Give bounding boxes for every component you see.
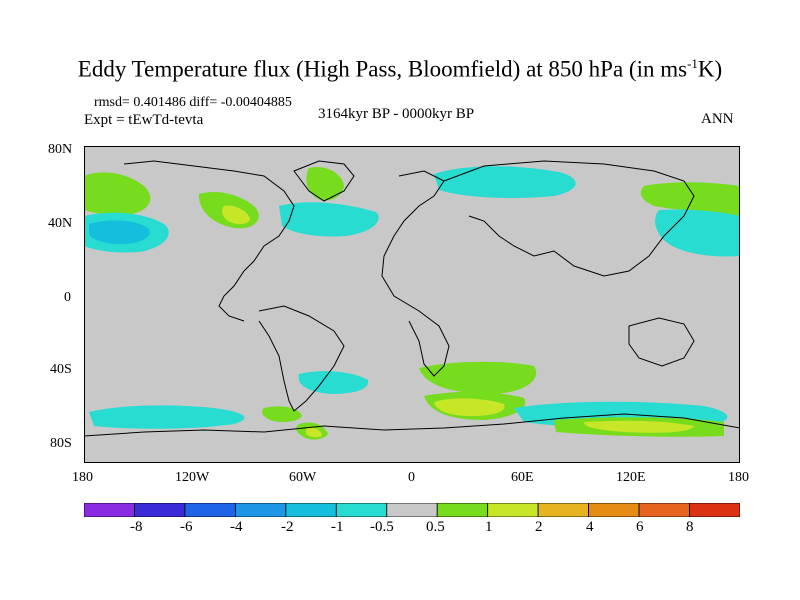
colorbar-label-4: 4: [586, 519, 594, 535]
x-tick-120w: 120W: [175, 470, 210, 485]
colorbar-segment: [537, 503, 590, 517]
x-tick-60w: 60W: [289, 470, 317, 485]
y-tick-0: 0: [64, 290, 71, 305]
coastlines: [84, 160, 740, 437]
antarctic-yellow-region: [584, 420, 694, 433]
north-atlantic-negative-region: [279, 202, 379, 237]
colorbar-label-0-5: 0.5: [426, 519, 445, 535]
colorbar-segment: [335, 503, 388, 517]
greenland-coast: [293, 160, 355, 202]
colorbar-label-minus0-5: -0.5: [370, 519, 394, 535]
y-tick-80s: 80S: [50, 436, 72, 451]
south-america-negative-region: [298, 371, 369, 394]
colorbar-label-minus6: -6: [180, 519, 193, 535]
eurasia-negative-region: [434, 166, 576, 198]
northwest-pacific-positive-region: [640, 182, 740, 216]
colorbar-segment: [84, 503, 135, 517]
northwest-pacific-negative-region: [655, 209, 740, 257]
colorbar-label-1: 1: [485, 519, 493, 535]
colorbar: [84, 503, 740, 517]
colorbar-segment: [689, 503, 740, 517]
season-label: ANN: [701, 111, 734, 127]
europe-africa-coast: [381, 170, 450, 377]
south-atlantic-positive-region: [419, 361, 537, 394]
southeast-pacific-positive-region: [262, 406, 302, 423]
colorbar-label-minus2: -2: [281, 519, 294, 535]
greenland-positive-region: [306, 166, 344, 201]
colorbar-label-8: 8: [686, 519, 694, 535]
y-tick-80n: 80N: [48, 142, 73, 157]
title-end: K): [697, 56, 723, 82]
map-frame: [84, 146, 740, 463]
period-label: 3164kyr BP - 0000kyr BP: [318, 106, 475, 122]
colorbar-label-2: 2: [535, 519, 543, 535]
southeast-pacific-negative-region: [89, 405, 245, 429]
colorbar-segment: [234, 503, 287, 517]
colorbar-label-minus1: -1: [331, 519, 344, 535]
x-tick-0: 0: [408, 470, 415, 485]
title-main: Eddy Temperature flux (High Pass, Bloomf…: [77, 56, 688, 82]
antarctica-coast: [84, 413, 740, 437]
colorbar-segment: [638, 503, 690, 517]
experiment-label: Expt = tEwTd-tevta: [84, 112, 204, 128]
north-pacific-positive-region: [84, 172, 151, 215]
colorbar-segment: [436, 503, 489, 517]
southern-ocean-yellow-region: [434, 398, 505, 416]
ross-sea-yellow-region: [306, 427, 322, 438]
colorbar-segment: [487, 503, 539, 517]
chart-title: Eddy Temperature flux (High Pass, Bloomf…: [0, 56, 800, 83]
x-tick-120e: 120E: [616, 470, 646, 485]
north-america-yellow-region: [222, 205, 250, 225]
stats-label: rmsd= 0.401486 diff= -0.00404885: [94, 95, 292, 110]
x-tick-60e: 60E: [511, 470, 534, 485]
title-exponent: -1: [687, 56, 698, 71]
anomaly-contours: [84, 166, 740, 440]
colorbar-segment: [588, 503, 640, 517]
y-tick-40n: 40N: [48, 216, 73, 231]
colorbar-segment: [184, 503, 236, 517]
map-panel: [84, 146, 740, 463]
asia-coast: [443, 160, 695, 277]
colorbar-segment: [134, 503, 186, 517]
colorbar-segment: [386, 503, 438, 517]
colorbar-label-minus4: -4: [230, 519, 243, 535]
colorbar-label-minus8: -8: [130, 519, 143, 535]
x-tick-180-west: 180: [72, 470, 93, 485]
north-pacific-core-region: [89, 220, 150, 244]
south-america-coast: [258, 305, 345, 412]
north-america-coast: [123, 160, 295, 322]
colorbar-label-6: 6: [636, 519, 644, 535]
colorbar-segment: [285, 503, 337, 517]
australia-coast: [628, 317, 695, 367]
y-tick-40s: 40S: [50, 362, 72, 377]
x-tick-180-east: 180: [728, 470, 749, 485]
